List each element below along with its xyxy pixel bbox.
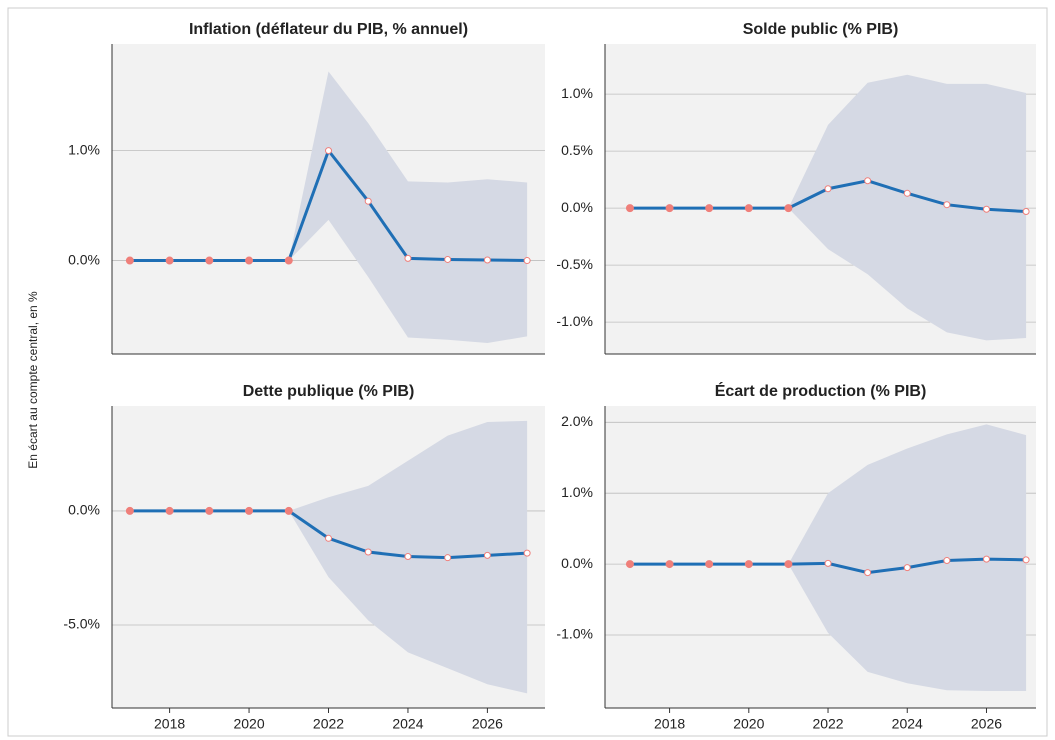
point	[864, 569, 872, 577]
x-tick-label: 2022	[313, 716, 344, 732]
point	[165, 256, 174, 265]
x-tick-label: 2026	[971, 716, 1002, 732]
point	[205, 506, 214, 515]
point	[165, 506, 174, 515]
point	[903, 189, 911, 197]
point	[784, 204, 793, 213]
y-tick-label: 0.0%	[561, 555, 593, 571]
y-tick-label: -1.0%	[556, 313, 593, 329]
x-tick-label: 2020	[233, 716, 264, 732]
point	[205, 256, 214, 265]
point	[784, 560, 793, 569]
point	[404, 254, 412, 262]
uncertainty-band	[788, 74, 1027, 341]
y-tick-label: -0.5%	[556, 256, 593, 272]
point	[705, 204, 714, 213]
uncertainty-band	[288, 71, 528, 344]
point	[1022, 208, 1030, 216]
point	[943, 557, 951, 565]
x-tick-label: 2020	[733, 716, 764, 732]
point	[444, 255, 452, 263]
panel-title: Inflation (déflateur du PIB, % annuel)	[189, 21, 468, 38]
y-tick-label: 1.0%	[561, 85, 593, 101]
point	[705, 560, 714, 569]
point	[325, 147, 332, 155]
point	[864, 177, 872, 185]
x-tick-label: 2022	[812, 716, 843, 732]
point	[523, 549, 531, 557]
point	[444, 554, 452, 562]
point	[125, 506, 134, 515]
uncertainty-band	[788, 424, 1027, 691]
y-tick-label: 0.0%	[561, 199, 593, 215]
x-tick-label: 2018	[654, 716, 685, 732]
point	[824, 185, 832, 193]
point	[325, 534, 332, 542]
point	[1022, 556, 1030, 564]
point	[364, 548, 372, 556]
point	[404, 553, 412, 561]
point	[744, 560, 753, 569]
point	[364, 197, 372, 205]
point	[824, 559, 832, 567]
y-tick-label: 0.5%	[561, 142, 593, 158]
y-tick-label: 0.0%	[68, 251, 100, 267]
point	[982, 205, 990, 213]
point	[903, 564, 911, 572]
point	[483, 256, 491, 264]
panel-title: Dette publique (% PIB)	[243, 383, 415, 400]
point	[625, 204, 634, 213]
point	[284, 256, 293, 265]
point	[744, 204, 753, 213]
y-tick-label: 2.0%	[561, 413, 593, 429]
point	[523, 257, 531, 265]
y-tick-label: 1.0%	[68, 141, 100, 157]
point	[483, 551, 491, 559]
y-tick-label: -5.0%	[63, 616, 100, 632]
point	[245, 256, 254, 265]
point	[982, 555, 990, 563]
y-tick-label: 1.0%	[561, 484, 593, 500]
x-tick-label: 2018	[154, 716, 185, 732]
point	[665, 560, 674, 569]
y-axis-label: En écart au compte central, en %	[26, 291, 40, 469]
x-tick-label: 2024	[392, 716, 423, 732]
point	[625, 560, 634, 569]
point	[125, 256, 134, 265]
point	[245, 506, 254, 515]
panel-title: Écart de production (% PIB)	[715, 381, 927, 400]
point	[943, 201, 951, 209]
frame	[7, 7, 1048, 737]
point	[665, 204, 674, 213]
panel-title: Solde public (% PIB)	[743, 21, 899, 38]
y-tick-label: 0.0%	[68, 502, 100, 518]
y-tick-label: -1.0%	[556, 626, 593, 642]
x-tick-label: 2024	[892, 716, 923, 732]
point	[284, 506, 293, 515]
x-tick-label: 2026	[472, 716, 503, 732]
